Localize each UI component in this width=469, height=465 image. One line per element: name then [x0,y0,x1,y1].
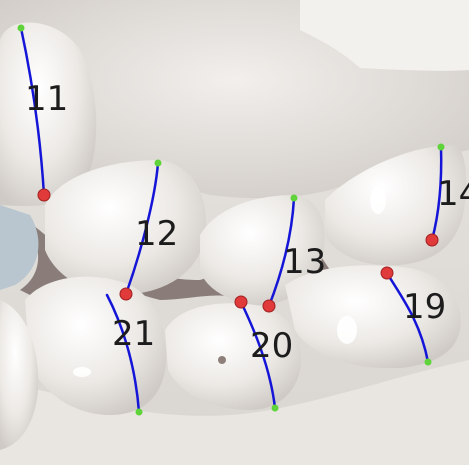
axis-line-11 [19,26,46,197]
green-marker [424,358,432,366]
green-marker [290,194,298,202]
upper-background-patch [300,0,469,71]
tooth-label-13: 13 [283,242,326,282]
axis-line-13 [267,196,296,308]
tooth-label-12: 12 [135,214,178,254]
left-shadow [0,205,39,290]
highlight [73,367,91,377]
lower-gum [0,360,469,465]
red-marker [262,299,276,313]
red-marker [425,233,439,247]
green-marker [271,404,279,412]
axis-line-12 [124,161,160,296]
tooth-label-14: 14 [437,174,469,214]
red-markers [37,188,439,313]
green-marker [17,24,25,32]
green-markers [17,24,445,416]
tooth-label-19: 19 [403,287,446,327]
tooth-20-crown [165,303,301,410]
red-marker [380,266,394,280]
tooth-13-crown [200,195,325,305]
axis-line-14 [430,145,443,242]
red-marker [37,188,51,202]
green-marker [154,159,162,167]
tooth-label-21: 21 [112,314,155,354]
lower-left-tooth [0,300,39,450]
tooth-label-20: 20 [250,326,293,366]
small-pit [218,356,226,364]
tooth-19-crown [285,265,461,369]
tooth-label-11: 11 [25,79,68,119]
axis-line-21 [105,293,141,414]
red-marker [119,287,133,301]
tooth-12-crown [45,160,206,296]
tooth-11-crown [0,22,97,206]
axis-line-20 [239,300,277,410]
green-marker [135,408,143,416]
highlight [370,186,386,214]
axis-line-19 [385,271,430,364]
axis-lines [19,26,443,414]
green-marker [437,143,445,151]
tooth-21-crown [25,276,167,415]
red-marker [234,295,248,309]
highlight [337,316,357,344]
